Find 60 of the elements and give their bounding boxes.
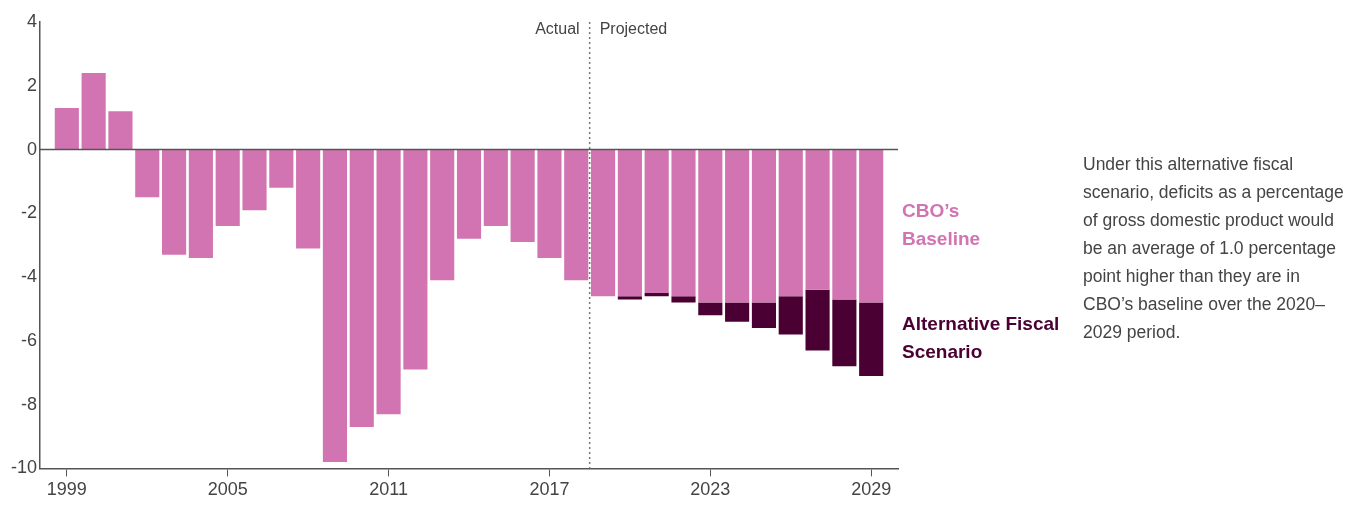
bar <box>725 149 750 303</box>
bar <box>778 296 803 335</box>
bar <box>805 289 830 351</box>
bar <box>215 149 240 227</box>
bar <box>778 149 803 297</box>
y-tick-label: -4 <box>21 266 38 287</box>
bar <box>591 149 616 297</box>
y-tick-label: -10 <box>11 457 38 478</box>
bar <box>564 149 589 281</box>
bar <box>617 296 642 300</box>
bar <box>725 302 750 322</box>
bar <box>644 293 669 297</box>
x-tick-label: 2005 <box>207 479 248 500</box>
bar <box>108 111 133 150</box>
bar <box>242 149 267 211</box>
bar <box>671 149 696 297</box>
bar <box>376 149 401 415</box>
bar <box>859 149 884 303</box>
bar <box>537 149 562 258</box>
bar <box>698 149 723 303</box>
bar <box>644 149 669 294</box>
bar <box>162 149 187 255</box>
bar <box>751 302 777 329</box>
bar <box>296 149 321 249</box>
x-tick-label: 2023 <box>690 479 731 500</box>
annotation: Projected <box>599 20 668 38</box>
y-tick-label: 4 <box>27 10 38 31</box>
series-label: Alternative Fiscal Scenario <box>902 313 1060 363</box>
text: Under this alternative fiscal scenario, deficits as a percentage of gross domestic product would be an average of 1.0 percentage point higher than they are in CBO’s baseline over the 2020–2029 period. <box>1083 153 1345 344</box>
x-tick-label: 2029 <box>851 479 892 500</box>
series-label: CBO’s Baseline <box>902 200 981 250</box>
x-tick-label: 2017 <box>529 479 570 500</box>
annotation: Actual <box>535 20 580 38</box>
x-tick-label: 2011 <box>369 479 408 500</box>
bar <box>81 73 106 150</box>
bar <box>349 149 374 427</box>
bar <box>805 149 830 290</box>
bar <box>617 149 642 297</box>
bar <box>188 149 213 258</box>
y-tick-label: -6 <box>21 329 38 350</box>
bar <box>322 149 348 463</box>
bar <box>54 108 79 150</box>
bar <box>510 149 535 243</box>
y-tick-label: -8 <box>21 393 38 414</box>
bar <box>832 299 857 367</box>
y-tick-label: 0 <box>27 138 38 159</box>
bar <box>430 149 455 281</box>
bar <box>832 149 857 300</box>
bar <box>751 149 777 303</box>
bar <box>671 296 696 303</box>
bar <box>456 149 482 239</box>
y-tick-label: -2 <box>21 202 38 223</box>
bar <box>269 149 294 188</box>
bar <box>859 302 884 376</box>
bar <box>403 149 428 370</box>
x-tick-label: 1999 <box>46 479 87 500</box>
bar <box>135 149 160 198</box>
bar <box>698 302 723 316</box>
bar <box>483 149 508 227</box>
y-tick-label: 2 <box>27 74 38 95</box>
